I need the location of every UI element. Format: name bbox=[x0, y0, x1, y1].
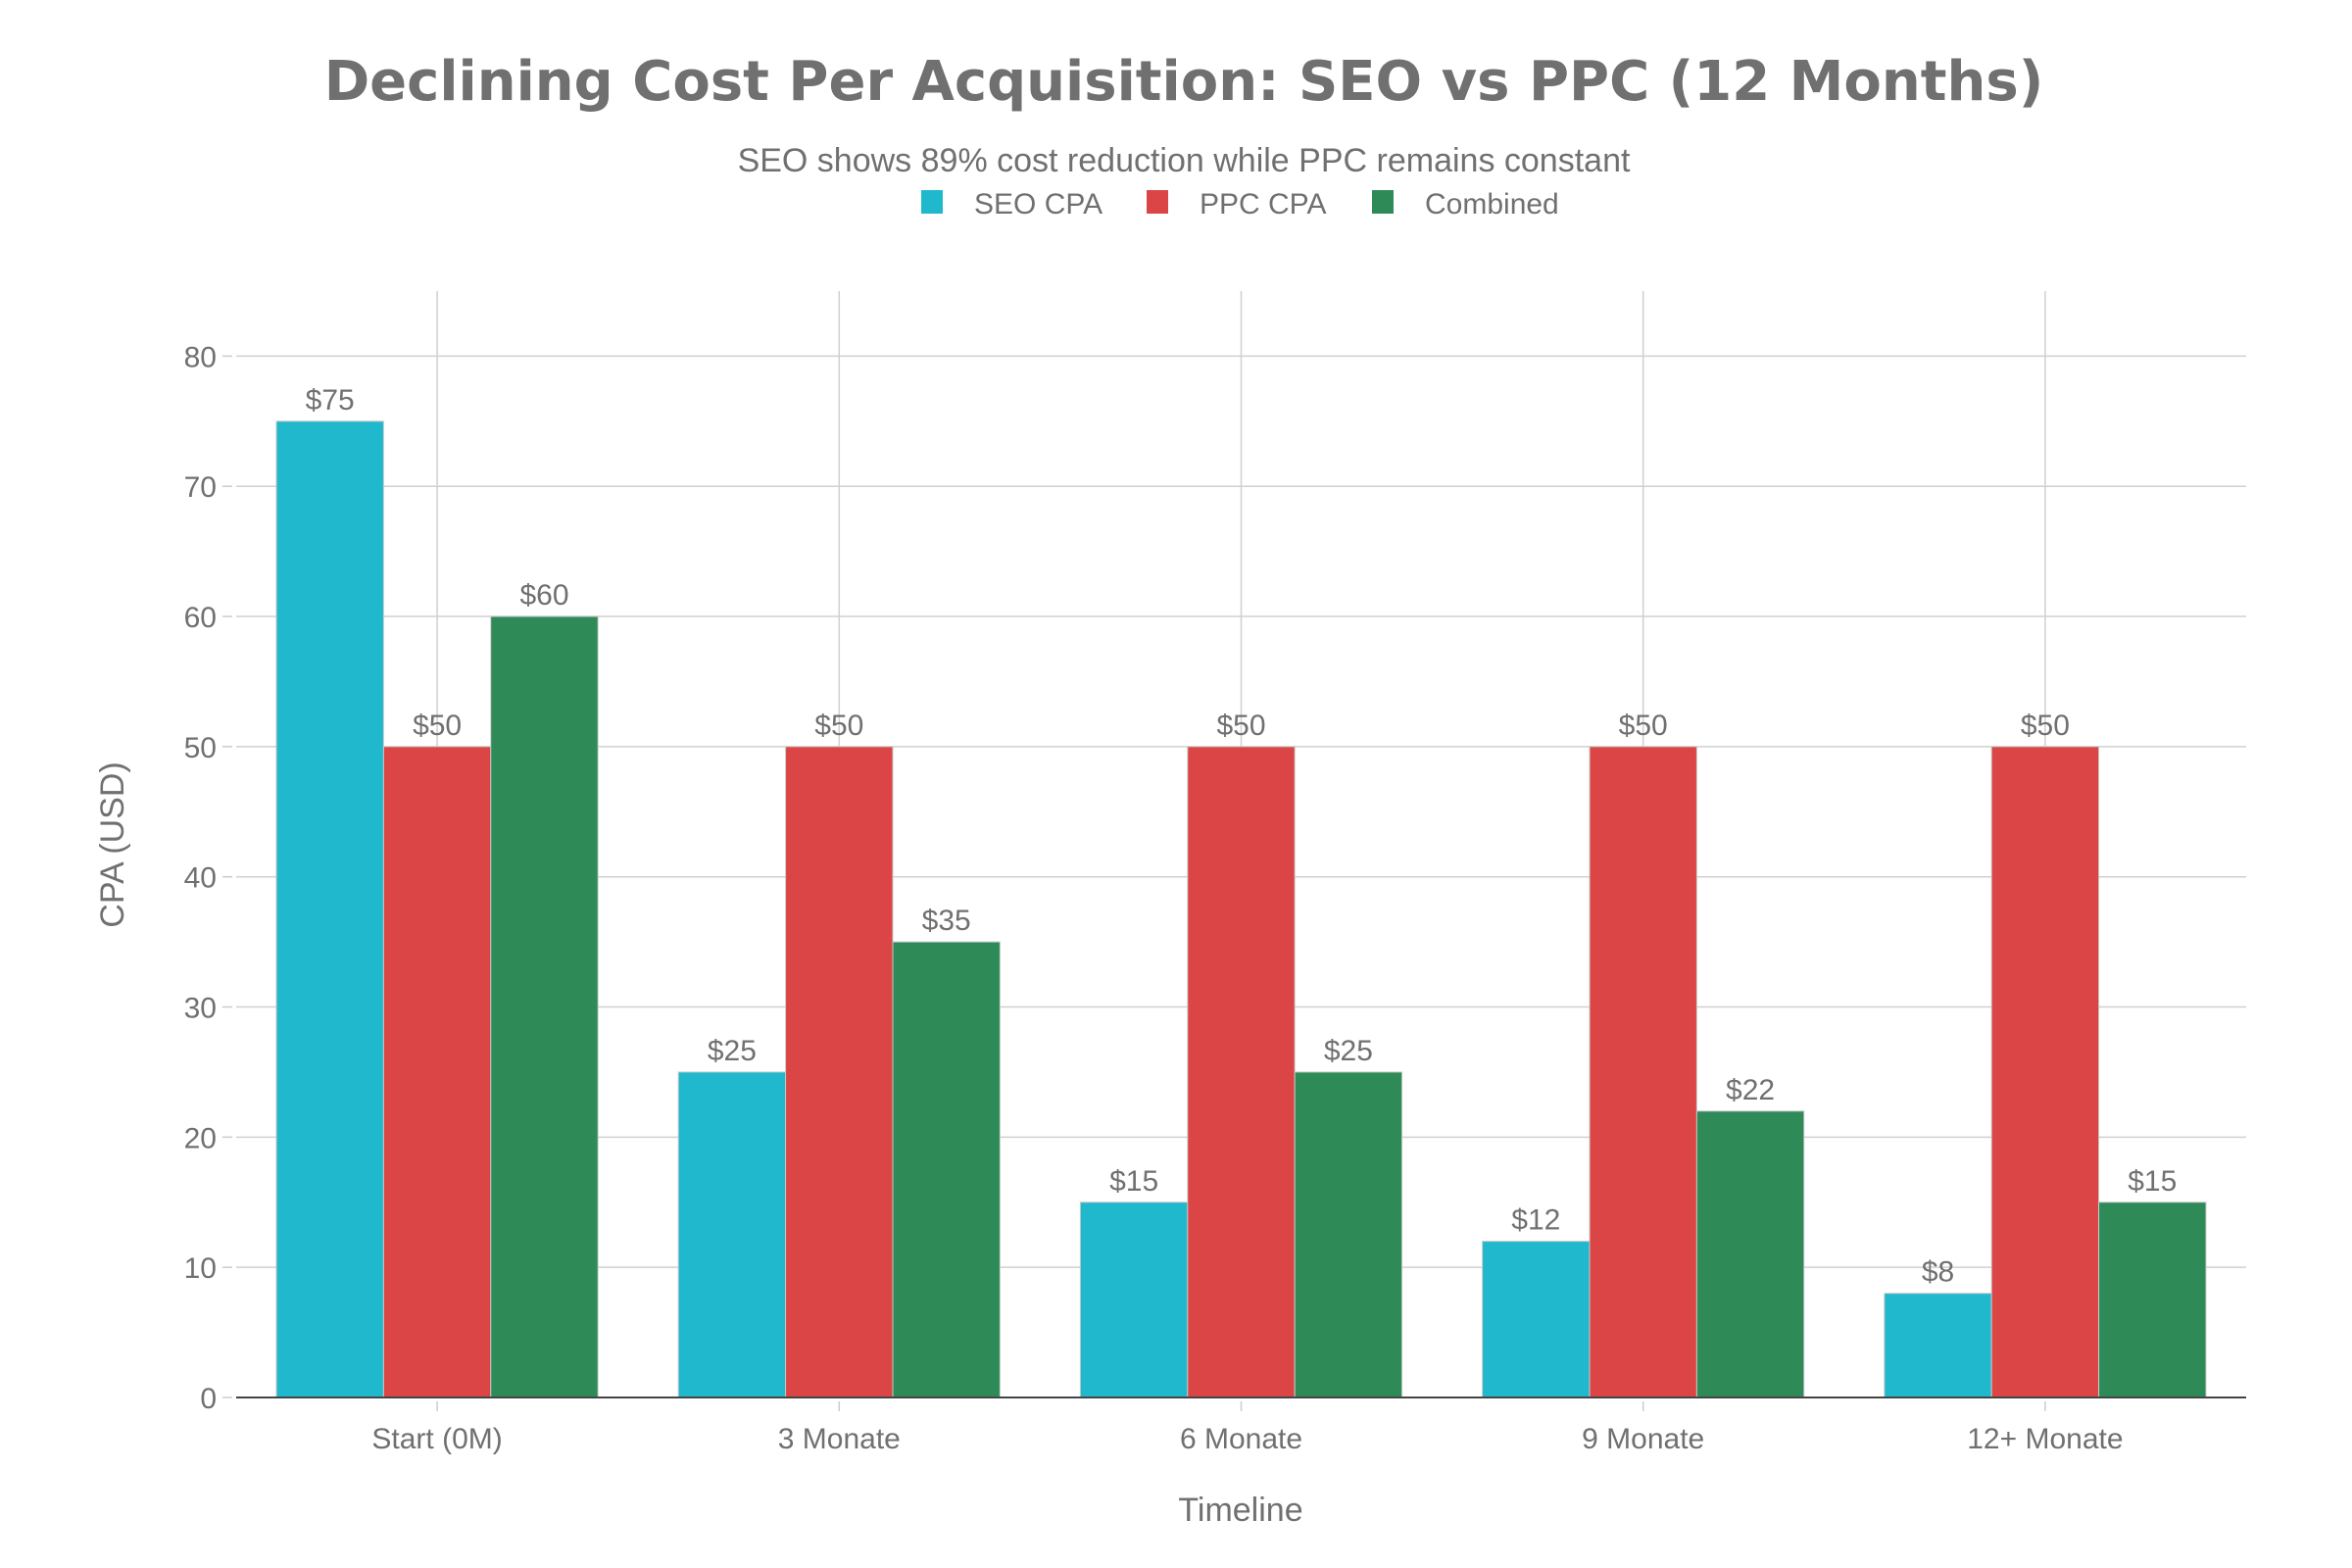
bar-ppc-cpa bbox=[1187, 746, 1296, 1398]
y-axis-label: CPA (USD) bbox=[94, 761, 131, 927]
y-tick-label: 50 bbox=[184, 732, 217, 764]
legend-item-ppc-cpa[interactable]: PPC CPA bbox=[1147, 188, 1326, 220]
y-tick-label: 40 bbox=[184, 862, 217, 895]
legend-label: Combined bbox=[1425, 188, 1559, 220]
data-label: $25 bbox=[1324, 1035, 1373, 1067]
bar-combined bbox=[490, 615, 599, 1398]
data-label: $50 bbox=[1619, 710, 1668, 742]
data-label: $50 bbox=[413, 710, 462, 742]
data-label: $60 bbox=[519, 579, 568, 612]
data-label: $35 bbox=[922, 905, 971, 937]
data-label: $12 bbox=[1511, 1204, 1560, 1237]
data-label: $50 bbox=[1216, 710, 1265, 742]
data-label: $50 bbox=[2021, 710, 2070, 742]
x-tick-label: 12+ Monate bbox=[1967, 1423, 2123, 1455]
bar-combined bbox=[892, 941, 1001, 1398]
legend-item-seo-cpa[interactable]: SEO CPA bbox=[921, 188, 1102, 220]
legend-label: PPC CPA bbox=[1200, 188, 1326, 220]
bar-ppc-cpa bbox=[382, 746, 492, 1398]
y-tick-label: 30 bbox=[184, 993, 217, 1025]
data-label: $50 bbox=[814, 710, 863, 742]
x-axis-label: Timeline bbox=[1178, 1492, 1302, 1529]
bar-seo-cpa bbox=[1482, 1241, 1591, 1398]
bar-combined bbox=[1294, 1071, 1403, 1398]
chart-title: Declining Cost Per Acquisition: SEO vs P… bbox=[324, 50, 2044, 114]
bar-combined bbox=[2098, 1201, 2207, 1398]
axes: 0 10 20 30 40 50 60 70 80 Start (0M) 3 Monate 6 Mon… bbox=[184, 341, 2246, 1455]
legend-swatch bbox=[921, 190, 943, 214]
y-tick-label: 70 bbox=[184, 471, 217, 504]
legend-swatch bbox=[1372, 190, 1394, 214]
y-tick-label: 80 bbox=[184, 341, 217, 373]
bar-seo-cpa bbox=[677, 1071, 787, 1398]
bar-seo-cpa bbox=[1884, 1293, 1992, 1398]
y-tick-label: 60 bbox=[184, 602, 217, 634]
legend-swatch bbox=[1147, 190, 1168, 214]
bar-ppc-cpa bbox=[785, 746, 894, 1398]
data-label: $22 bbox=[1726, 1074, 1775, 1106]
bar-combined bbox=[1695, 1110, 1805, 1398]
y-tick-label: 20 bbox=[184, 1122, 217, 1154]
bars: $75 $25 $15 $12 $8 $50 $50 $50 $50 $50 $60 $35 $25 $2… bbox=[275, 384, 2207, 1398]
data-label: $25 bbox=[708, 1035, 757, 1067]
bar-ppc-cpa bbox=[1990, 746, 2100, 1398]
legend: SEO CPA PPC CPA Combined bbox=[921, 188, 1559, 220]
data-label: $75 bbox=[306, 384, 355, 416]
legend-item-combined[interactable]: Combined bbox=[1372, 188, 1559, 220]
x-tick-label: 3 Monate bbox=[778, 1423, 901, 1455]
x-tick-label: 9 Monate bbox=[1582, 1423, 1704, 1455]
y-tick-label: 10 bbox=[184, 1252, 217, 1285]
data-label: $15 bbox=[1109, 1165, 1158, 1198]
x-tick-label: Start (0M) bbox=[371, 1423, 502, 1455]
data-label: $8 bbox=[1922, 1256, 1954, 1289]
bar-seo-cpa bbox=[1079, 1201, 1189, 1398]
bar-seo-cpa bbox=[275, 420, 384, 1398]
x-tick-label: 6 Monate bbox=[1180, 1423, 1302, 1455]
data-label: $15 bbox=[2128, 1165, 2177, 1198]
chart-subtitle: SEO shows 89% cost reduction while PPC r… bbox=[738, 142, 1631, 179]
bar-ppc-cpa bbox=[1589, 746, 1697, 1398]
y-tick-label: 0 bbox=[200, 1383, 217, 1415]
legend-label: SEO CPA bbox=[974, 188, 1102, 220]
